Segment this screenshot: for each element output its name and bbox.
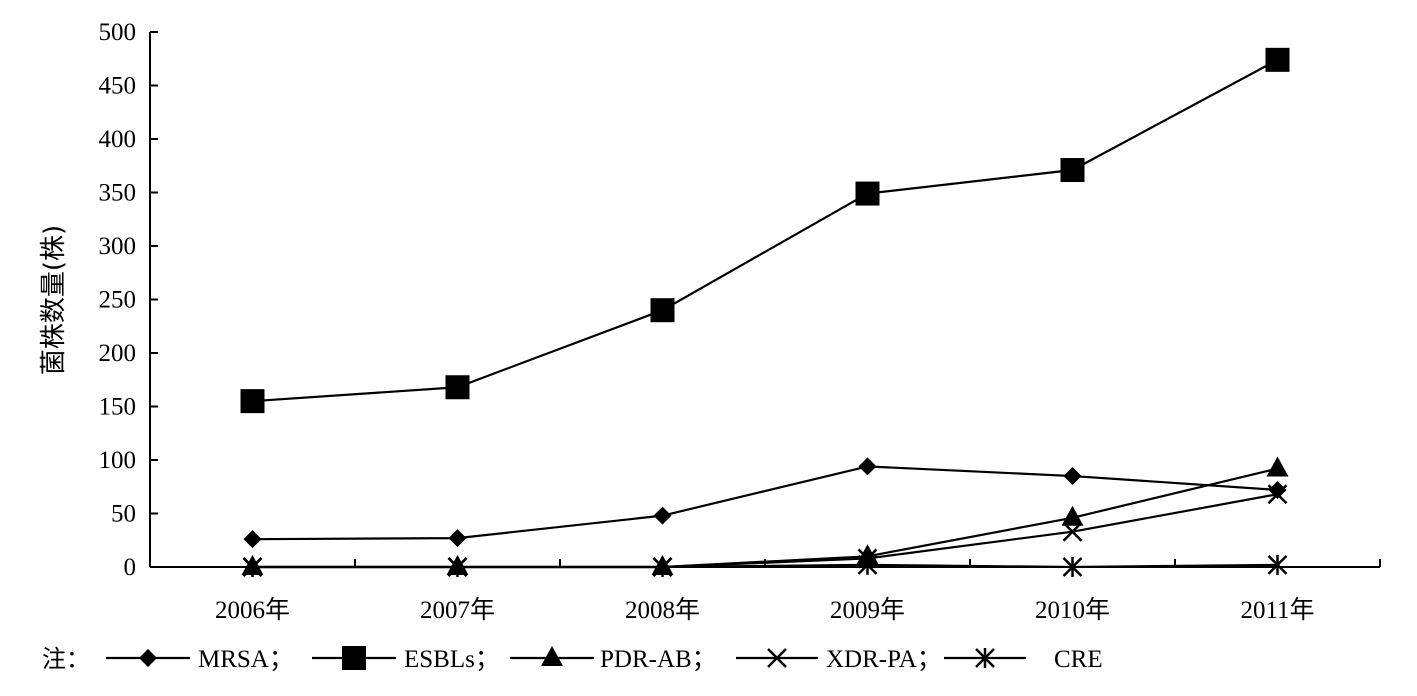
data-point xyxy=(1265,47,1290,72)
data-point xyxy=(855,181,880,206)
y-tick-label: 150 xyxy=(99,394,137,421)
data-point xyxy=(1060,158,1085,183)
data-point xyxy=(447,557,468,577)
data-point xyxy=(858,457,877,476)
data-point xyxy=(1266,456,1289,477)
y-tick-label: 0 xyxy=(124,554,137,581)
data-point xyxy=(240,389,265,414)
x-tick-label: 2006年 xyxy=(215,596,290,624)
legend-marker xyxy=(139,649,157,667)
x-tick-label: 2009年 xyxy=(830,596,905,624)
data-point xyxy=(1267,484,1288,505)
x-ticks: 2006年 2007年 2008年 2009年 2010年 2011年 xyxy=(215,559,1381,624)
legend-prefix: 注： xyxy=(42,645,90,673)
y-tick-label: 50 xyxy=(111,501,136,528)
data-point xyxy=(1063,467,1082,486)
legend-label: MRSA； xyxy=(198,646,294,673)
axes: 0 50 100 150 200 250 300 350 400 450 500 2006年 2007… xyxy=(99,19,1381,624)
y-tick-label: 450 xyxy=(99,73,137,100)
y-tick-label: 500 xyxy=(99,19,137,46)
series-x xyxy=(242,484,1288,577)
x-tick-label: 2008年 xyxy=(625,596,700,624)
series-triangle xyxy=(241,456,1289,575)
data-point xyxy=(1267,554,1288,575)
y-axis-title: 菌株数量(株) xyxy=(39,225,69,375)
data-point xyxy=(448,529,467,548)
data-point xyxy=(857,554,878,575)
series-diamond xyxy=(243,457,1287,549)
series-square xyxy=(240,47,1290,414)
legend-item: XDR-PA； xyxy=(736,646,942,673)
data-point xyxy=(445,375,470,400)
data-point xyxy=(1061,505,1084,526)
y-tick-label: 100 xyxy=(99,447,137,474)
legend-marker xyxy=(975,648,995,668)
data-point xyxy=(653,506,672,525)
series-layer xyxy=(240,47,1290,577)
legend-item: ESBLs； xyxy=(312,646,500,673)
legend-item: MRSA； xyxy=(106,646,294,673)
y-tick-label: 250 xyxy=(99,287,137,314)
data-point xyxy=(1062,521,1083,542)
series-line xyxy=(252,563,1278,569)
legend-label: PDR-AB； xyxy=(600,646,717,673)
series-line xyxy=(252,465,1278,541)
series-line xyxy=(252,58,1279,403)
y-tick-label: 400 xyxy=(99,126,137,153)
legend-item: PDR-AB； xyxy=(510,646,717,673)
data-point xyxy=(652,557,673,577)
series-asterisk xyxy=(242,554,1288,577)
y-tick-label: 200 xyxy=(99,340,137,367)
data-point xyxy=(243,530,262,549)
y-tick-label: 350 xyxy=(99,180,137,207)
legend-label: ESBLs； xyxy=(404,646,500,673)
data-point xyxy=(650,298,675,323)
legend-item: CRE xyxy=(944,646,1103,673)
legend-marker xyxy=(541,646,563,666)
data-point xyxy=(242,557,263,577)
data-point xyxy=(1062,557,1083,577)
legend-marker xyxy=(767,648,787,668)
legend-marker xyxy=(342,646,366,670)
x-tick-label: 2011年 xyxy=(1240,596,1314,624)
x-tick-label: 2010年 xyxy=(1035,596,1110,624)
legend-label: XDR-PA； xyxy=(826,646,942,673)
legend-label: CRE xyxy=(1054,646,1103,673)
x-tick-label: 2007年 xyxy=(420,596,495,624)
y-ticks: 0 50 100 150 200 250 300 350 400 450 500 xyxy=(99,19,158,581)
y-tick-label: 300 xyxy=(99,233,137,260)
series-line xyxy=(252,467,1278,569)
legend: 注： MRSA； ESBLs； PDR-AB； XDR-PA； CRE xyxy=(42,645,1103,673)
